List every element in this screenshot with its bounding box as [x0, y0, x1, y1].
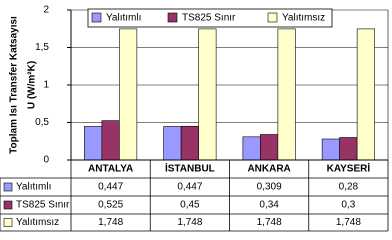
- legend-label: TS825 Sınır: [182, 13, 236, 24]
- table-legend-key: [3, 218, 13, 227]
- table-cell: 1,748: [177, 217, 202, 228]
- x-tick-label: KAYSERİ: [327, 162, 371, 175]
- legend-swatch: [267, 12, 278, 23]
- y-axis-title: U (W/m²K): [27, 61, 38, 109]
- legend-swatch: [167, 12, 178, 23]
- background: [0, 0, 392, 232]
- table-cell: 0,447: [177, 182, 202, 193]
- y-tick-label: 2: [43, 5, 49, 16]
- table-cell: 0,3: [341, 200, 355, 211]
- table-legend-key: [3, 200, 13, 210]
- bar: [321, 138, 340, 161]
- bar: [198, 28, 217, 161]
- x-tick-label: ANKARA: [247, 164, 290, 175]
- chart: 0 0,5 1 1,5 2 Toplam Isı Transfer Katsayısı U …: [0, 0, 392, 232]
- legend-swatch: [91, 12, 102, 23]
- y-axis-title: Toplam Isı Transfer Katsayısı: [9, 16, 20, 154]
- bar: [101, 120, 120, 161]
- x-tick-label: ANTALYA: [88, 164, 133, 175]
- y-tick-label: 0: [43, 155, 49, 166]
- bar: [242, 136, 261, 161]
- table-cell: 0,525: [98, 200, 123, 211]
- bar: [163, 126, 182, 161]
- legend-label: Yalıtımlı: [106, 13, 141, 24]
- bar: [84, 126, 103, 161]
- table-cell: 1,748: [257, 217, 282, 228]
- bar: [260, 134, 279, 161]
- table-cell: 0,28: [339, 182, 359, 193]
- bar: [180, 125, 199, 161]
- table-cell: 0,447: [98, 182, 123, 193]
- table-row-name: Yalıtımlı: [16, 182, 51, 193]
- table-cell: 1,748: [98, 217, 123, 228]
- bar: [277, 28, 296, 161]
- table-cell: 0,45: [180, 200, 200, 211]
- table-cell: 0,34: [259, 200, 279, 211]
- legend-label: Yalıtımsız: [282, 13, 325, 24]
- y-tick-label: 1,5: [35, 42, 49, 53]
- table-row-name: TS825 Sınır: [16, 200, 70, 211]
- table-row-name: Yalıtımsız: [16, 217, 59, 228]
- y-tick-label: 0,5: [35, 117, 49, 128]
- table-legend-key: [3, 182, 13, 192]
- bar: [356, 28, 375, 161]
- table-cell: 0,309: [257, 182, 282, 193]
- table-cell: 1,748: [336, 217, 361, 228]
- bar: [119, 28, 138, 161]
- y-tick-label: 1: [43, 80, 49, 91]
- x-tick-label: İSTANBUL: [165, 162, 215, 175]
- bar: [339, 137, 358, 161]
